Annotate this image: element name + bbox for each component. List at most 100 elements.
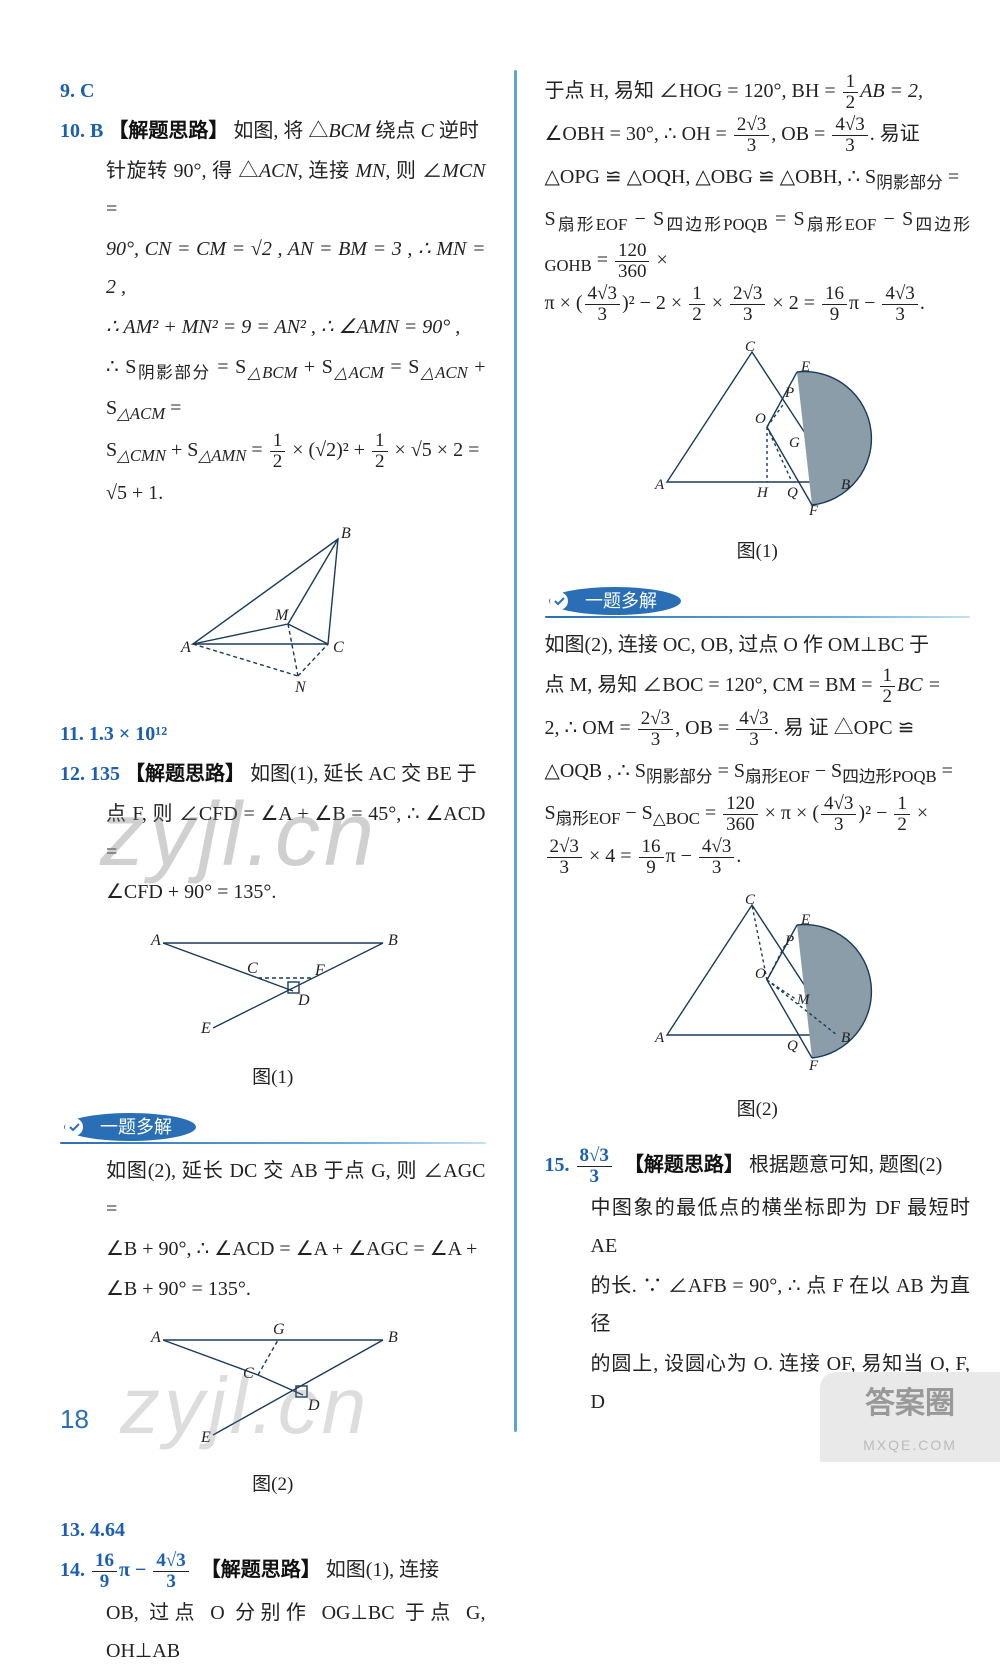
q14-num: 14. (60, 1559, 85, 1581)
q12-alt2: ∠B + 90°, ∴ ∠ACD = ∠A + ∠AGC = ∠A + (60, 1230, 486, 1268)
svg-text:D: D (307, 1397, 320, 1414)
q12-figure1: A B C D E F 图(1) (60, 923, 486, 1096)
svg-text:C: C (243, 1365, 254, 1382)
q12-t1: 如图(1), 延长 AC 交 BE 于 (250, 763, 477, 785)
svg-text:N: N (294, 679, 307, 694)
svg-text:E: E (800, 912, 810, 928)
q9-ans: C (80, 80, 94, 102)
q15: 15. 8√33 【解题思路】 根据题意可知, 题图(2) (545, 1146, 971, 1187)
q10-l7: √5 + 1. (60, 474, 486, 512)
svg-text:F: F (808, 503, 819, 517)
q14-l2: OB, 过点 O 分别作 OG⊥BC 于点 G, OH⊥AB (60, 1594, 486, 1670)
svg-text:B: B (841, 477, 850, 493)
svg-text:A: A (654, 1030, 665, 1046)
q14-hint: 【解题思路】 (201, 1559, 321, 1581)
q15-l2: 中图象的最低点的横坐标即为 DF 最短时 AE (545, 1189, 971, 1265)
q14-r5: π × (4√33)² − 2 × 12 × 2√33 × 2 = 169π −… (545, 284, 971, 325)
svg-text:A: A (180, 639, 191, 656)
svg-text:A: A (150, 1329, 161, 1346)
q14-a3: 2, ∴ OM = 2√33, OB = 4√33. 易 证 △OPC ≌ (545, 709, 971, 750)
svg-text:M: M (274, 607, 290, 624)
q10-ans: B (90, 120, 103, 142)
svg-text:G: G (789, 435, 800, 451)
svg-text:一题多解: 一题多解 (585, 591, 657, 611)
svg-text:Q: Q (787, 1038, 798, 1054)
q15-l3: 的长. ∵ ∠AFB = 90°, ∴ 点 F 在以 AB 为直径 (545, 1267, 971, 1343)
q11-ans: 1.3 × 10¹² (89, 723, 167, 745)
q13: 13. 4.64 (60, 1511, 486, 1549)
q14-r2: ∠OBH = 30°, ∴ OH = 2√33, OB = 4√33. 易证 (545, 115, 971, 156)
q12-ans: 135 (90, 763, 120, 785)
q14-a2: 点 M, 易知 ∠BOC = 120°, CM = BM = 12BC = (545, 666, 971, 707)
page-number: 18 (60, 1395, 89, 1444)
right-column: 于点 H, 易知 ∠HOG = 120°, BH = 12AB = 2, ∠OB… (545, 70, 971, 1432)
q12: 12. 135 【解题思路】 如图(1), 延长 AC 交 BE 于 (60, 755, 486, 793)
svg-text:G: G (273, 1321, 285, 1338)
q10-figure: A B C M N (60, 524, 486, 707)
svg-text:P: P (784, 385, 794, 401)
q15-num: 15. (545, 1154, 570, 1176)
svg-text:E: E (200, 1429, 211, 1446)
q14-r3: △OPG ≌ △OQH, △OBG ≌ △OBH, ∴ S阴影部分 = (545, 158, 971, 199)
q11-num: 11. (60, 723, 84, 745)
q13-num: 13. (60, 1519, 85, 1541)
svg-text:一题多解: 一题多解 (100, 1117, 172, 1137)
svg-text:C: C (745, 339, 756, 355)
q10: 10. B 【解题思路】 如图, 将 △BCM 绕点 C 逆时 (60, 112, 486, 150)
svg-text:O: O (755, 411, 766, 427)
svg-text:A: A (654, 477, 665, 493)
svg-text:A: A (150, 932, 161, 949)
q10-l2: 针旋转 90°, 得 △ACN, 连接 MN, 则 ∠MCN = (60, 152, 486, 228)
svg-text:E: E (200, 1020, 211, 1037)
svg-text:F: F (314, 962, 325, 979)
q15-t1: 根据题意可知, 题图(2) (749, 1154, 942, 1176)
svg-text:B: B (341, 525, 351, 542)
q14-r4: S扇形EOF − S四边形POQB = S扇形EOF − S四边形GOHB = … (545, 200, 971, 282)
badge-multi-solution-2: 一题多解 (545, 586, 971, 618)
svg-text:D: D (297, 992, 310, 1009)
svg-text:O: O (755, 966, 766, 982)
q14-a5: S扇形EOF − S△BOC = 120360 × π × (4√33)² − … (545, 794, 971, 835)
svg-text:B: B (388, 932, 398, 949)
svg-text:H: H (756, 485, 769, 501)
q14-a4: △OQB , ∴ S阴影部分 = S扇形EOF − S四边形POQB = (545, 752, 971, 793)
q12-figure2: A B C D E G 图(2) (60, 1320, 486, 1503)
q12-fig2-caption: 图(2) (60, 1467, 486, 1503)
q14-fig1-caption: 图(1) (545, 534, 971, 570)
corner-line2: MXQE.COM (863, 1432, 957, 1459)
q12-fig1-caption: 图(1) (60, 1060, 486, 1096)
q11: 11. 1.3 × 10¹² (60, 715, 486, 753)
q10-l3: 90°, CN = CM = √2 , AN = BM = 3 , ∴ MN =… (60, 230, 486, 306)
q9-num: 9. (60, 80, 75, 102)
q14-figure1: A B C E F O P G H Q 图(1) (545, 337, 971, 570)
svg-text:B: B (841, 1030, 850, 1046)
svg-text:C: C (333, 639, 344, 656)
svg-text:P: P (784, 933, 794, 949)
q12-l2: 点 F, 则 ∠CFD = ∠A + ∠B = 45°, ∴ ∠ACD = (60, 795, 486, 871)
corner-brand: 答案圈 MXQE.COM (820, 1372, 1000, 1462)
q14-fig2-caption: 图(2) (545, 1092, 971, 1128)
q10-l6: S△CMN + S△AMN = 12 × (√2)² + 12 × √5 × 2… (60, 431, 486, 472)
q14-a1: 如图(2), 连接 OC, OB, 过点 O 作 OM⊥BC 于 (545, 626, 971, 664)
svg-text:F: F (808, 1058, 819, 1074)
q14-r1: 于点 H, 易知 ∠HOG = 120°, BH = 12AB = 2, (545, 72, 971, 113)
q13-ans: 4.64 (90, 1519, 125, 1541)
q10-t1: 如图, 将 △ (233, 120, 328, 142)
column-divider (514, 70, 517, 1432)
svg-text:C: C (247, 960, 258, 977)
svg-text:C: C (745, 892, 756, 908)
q14-a6: 2√33 × 4 = 169π − 4√33. (545, 837, 971, 878)
corner-line1: 答案圈 (865, 1375, 955, 1432)
q14-figure2: A B C E F O P M Q 图(2) (545, 890, 971, 1128)
svg-text:E: E (800, 359, 810, 375)
badge-multi-solution-1: 一题多解 (60, 1112, 486, 1144)
q10-num: 10. (60, 120, 85, 142)
left-column: 9. C 10. B 【解题思路】 如图, 将 △BCM 绕点 C 逆时 针旋转… (60, 70, 486, 1432)
q10-l4: ∴ AM² + MN² = 9 = AN² , ∴ ∠AMN = 90° , (60, 308, 486, 346)
q15-hint: 【解题思路】 (624, 1154, 744, 1176)
q10-hint: 【解题思路】 (108, 120, 228, 142)
q12-l3: ∠CFD + 90° = 135°. (60, 873, 486, 911)
q10-l5: ∴ S阴影部分 = S△BCM + S△ACM = S△ACN + S△ACM … (60, 348, 486, 429)
q12-alt1: 如图(2), 延长 DC 交 AB 于点 G, 则 ∠AGC = (60, 1152, 486, 1228)
q9: 9. C (60, 72, 486, 110)
